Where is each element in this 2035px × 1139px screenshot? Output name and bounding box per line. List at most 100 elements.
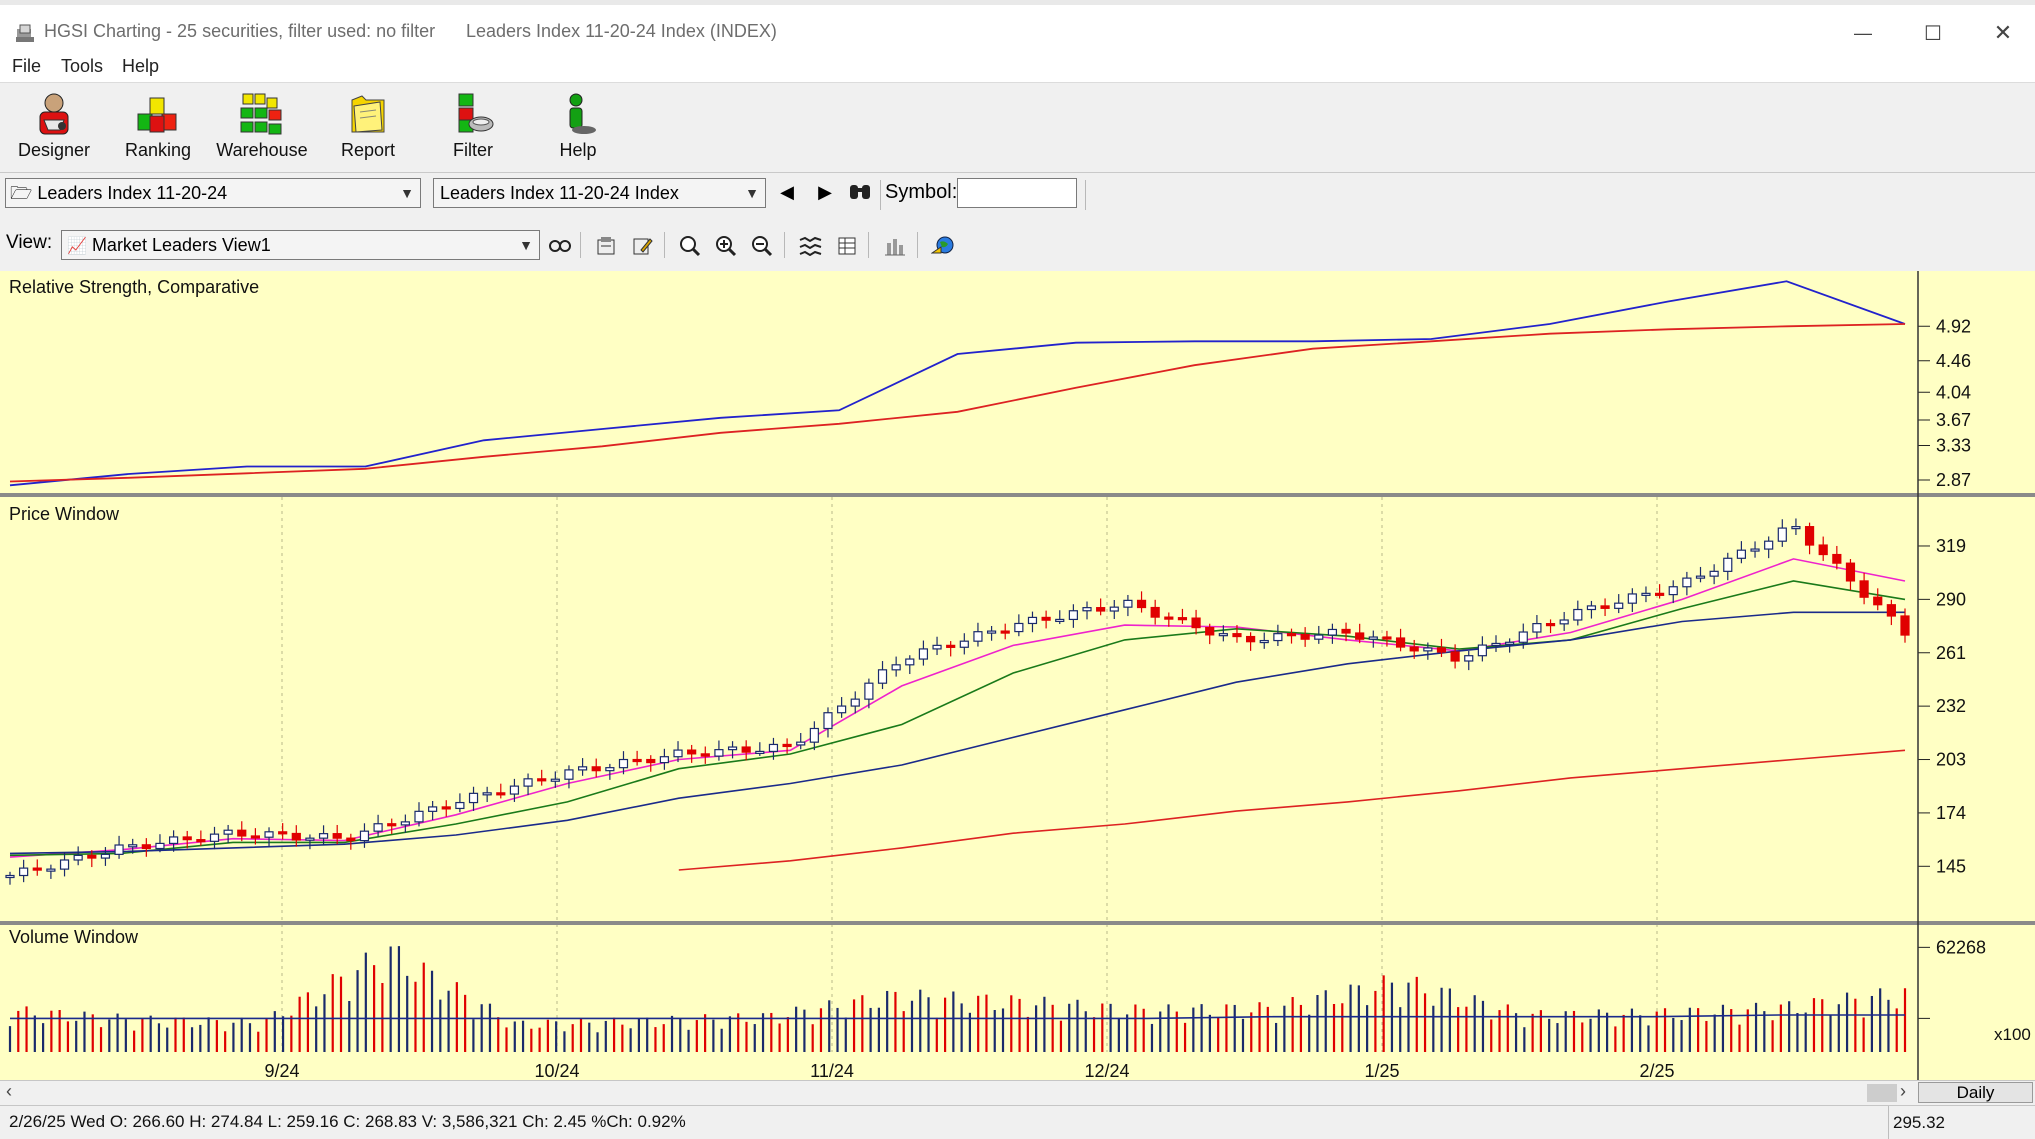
edit-chart-button[interactable] — [628, 232, 656, 260]
price-candle — [946, 644, 956, 648]
price-candle — [346, 837, 356, 842]
moving-average-line — [9, 611, 1905, 855]
maximize-button[interactable]: ☐ — [1924, 22, 1942, 45]
filter-button[interactable]: Filter — [421, 86, 525, 168]
menu-help[interactable]: Help — [122, 56, 160, 76]
main-toolbar: Designer Ranking Warehouse Report Filter… — [0, 83, 2035, 173]
symbol-input[interactable] — [957, 178, 1077, 208]
price-candle — [1764, 540, 1774, 550]
price-candle — [332, 833, 342, 839]
rs-tick-label: 2.87 — [1936, 470, 1971, 490]
moving-average-line — [9, 580, 1906, 857]
price-candle — [864, 682, 874, 700]
price-candle — [1695, 575, 1706, 579]
security-dropdown[interactable]: Leaders Index 11-20-24 Index ▼ — [433, 178, 766, 208]
price-candle — [250, 835, 260, 839]
horizontal-scrollbar[interactable]: ‹ › Daily — [0, 1080, 2035, 1105]
title-bar[interactable]: HGSI Charting - 25 securities, filter us… — [0, 5, 2035, 55]
price-candle — [1191, 617, 1201, 629]
price-candle — [1123, 599, 1133, 608]
next-security-button[interactable]: ▶ — [811, 178, 839, 206]
ohlc-status: 2/26/25 Wed O: 266.60 H: 274.84 L: 259.1… — [9, 1112, 686, 1131]
price-candle — [1218, 633, 1228, 637]
binoculars-icon — [850, 185, 870, 199]
price-candle — [1545, 623, 1556, 627]
chart-area[interactable] — [0, 271, 2035, 1082]
price-candle — [1055, 618, 1065, 623]
scrollbar-thumb[interactable] — [1867, 1084, 1897, 1102]
period-button[interactable]: Daily — [1918, 1082, 2033, 1103]
menu-file[interactable]: File — [12, 56, 42, 76]
price-candle — [455, 801, 465, 810]
properties-icon — [597, 237, 615, 255]
previous-security-button[interactable]: ◀ — [773, 178, 801, 206]
price-candle — [32, 867, 42, 871]
price-candle — [209, 833, 220, 842]
price-candle — [155, 842, 165, 850]
toolbar-separator — [664, 232, 665, 258]
price-candle — [591, 766, 601, 772]
price-candle — [918, 648, 929, 660]
price-candle — [1709, 570, 1719, 577]
ranking-button[interactable]: Ranking — [106, 86, 210, 168]
close-button[interactable]: ✕ — [1993, 20, 2013, 45]
price-candle — [1573, 608, 1583, 621]
symbol-label: Symbol: — [885, 181, 958, 203]
price-candle — [577, 766, 588, 771]
help-icon — [569, 93, 596, 134]
chart-canvas[interactable]: 4.92 4.46 4.04 3.67 3.33 2.87 9/24 10/24 11/24 12… — [0, 271, 2035, 1082]
zoom-button[interactable] — [676, 232, 704, 260]
chart-view-icon: 📈 — [67, 238, 87, 255]
price-candle — [1327, 628, 1338, 636]
toolbar-separator — [880, 180, 881, 210]
date-tick-label: 1/25 — [1364, 1061, 1399, 1081]
window-title: HGSI Charting - 25 securities, filter us… — [44, 21, 436, 41]
price-candle — [1750, 548, 1760, 552]
volume-average-line — [10, 1014, 1905, 1020]
chart-type-button[interactable] — [881, 232, 909, 260]
warehouse-button[interactable]: Warehouse — [210, 86, 314, 168]
price-candle — [1736, 549, 1747, 559]
price-candle — [1150, 606, 1160, 618]
view-dropdown[interactable]: 📈 Market Leaders View1 ▼ — [61, 230, 540, 260]
price-candle — [278, 831, 288, 835]
price-tick-label: 203 — [1936, 750, 1966, 770]
triangle-right-icon: ▶ — [818, 181, 832, 202]
triangle-left-icon: ◀ — [780, 181, 794, 202]
price-tick-label: 232 — [1936, 696, 1966, 716]
find-button[interactable] — [846, 178, 874, 206]
list-dropdown[interactable]: 🗁 Leaders Index 11-20-24 ▼ — [5, 178, 421, 208]
pane-divider[interactable] — [0, 921, 2035, 925]
zoom-out-button[interactable] — [748, 232, 776, 260]
price-candle — [59, 859, 70, 870]
price-candle — [1818, 544, 1828, 556]
properties-button[interactable] — [592, 232, 620, 260]
scroll-right-arrow[interactable]: › — [1900, 1081, 1906, 1101]
view-edit-button[interactable] — [546, 232, 574, 260]
price-candle — [632, 758, 642, 763]
glasses-icon — [549, 240, 571, 252]
price-candle — [714, 749, 724, 757]
minimize-button[interactable]: — — [1854, 22, 1872, 43]
price-candle — [1655, 592, 1665, 596]
price-candle — [1205, 627, 1215, 636]
report-button[interactable]: Report — [316, 86, 420, 168]
web-button[interactable] — [929, 232, 957, 260]
help-button[interactable]: Help — [526, 86, 630, 168]
price-tick-label: 174 — [1936, 803, 1966, 823]
price-candle — [741, 746, 751, 753]
indicators-button[interactable] — [797, 232, 825, 260]
zoom-in-button[interactable] — [712, 232, 740, 260]
price-candle — [1395, 637, 1406, 648]
price-candle — [1668, 586, 1678, 596]
price-candle — [1286, 633, 1297, 637]
rs-tick-label: 4.46 — [1936, 351, 1971, 371]
designer-button[interactable]: Designer — [2, 86, 106, 168]
scroll-left-arrow[interactable]: ‹ — [6, 1081, 12, 1101]
price-candle — [468, 792, 479, 804]
data-table-button[interactable] — [833, 232, 861, 260]
price-candle — [237, 829, 247, 837]
pane-divider[interactable] — [0, 493, 2035, 497]
menu-tools[interactable]: Tools — [61, 56, 104, 76]
price-candle — [46, 868, 56, 872]
